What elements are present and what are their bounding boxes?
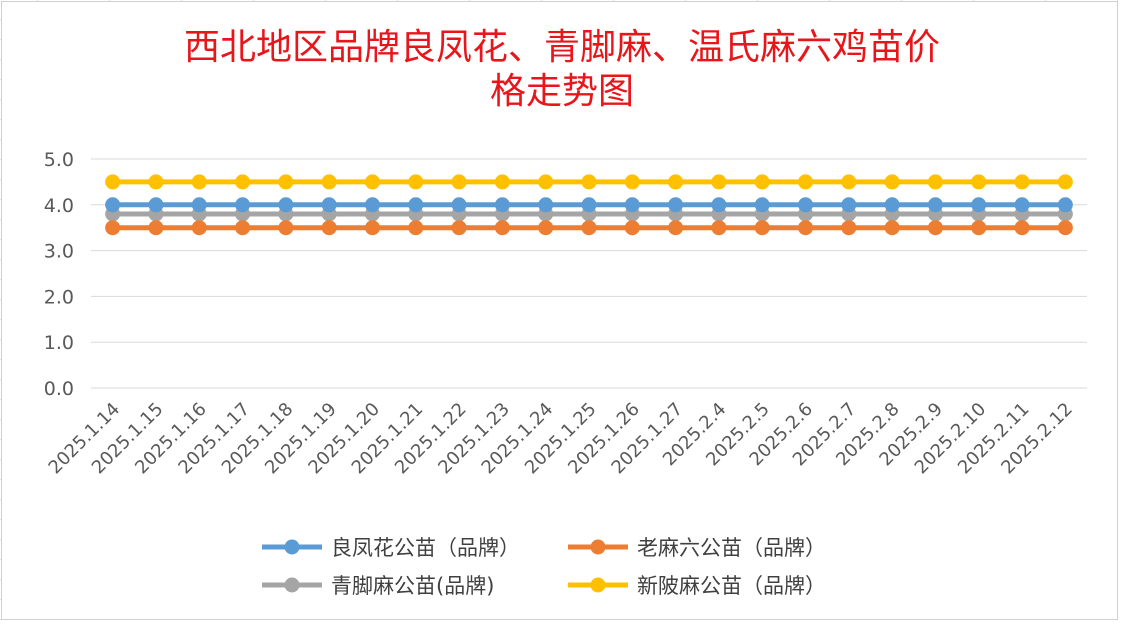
- data-point: [1057, 174, 1073, 190]
- data-point: [105, 197, 121, 213]
- data-point: [235, 174, 251, 190]
- data-point: [711, 220, 727, 236]
- data-point: [278, 174, 294, 190]
- y-tick-label: 3.0: [44, 241, 74, 263]
- data-point: [927, 197, 943, 213]
- data-point: [1014, 197, 1030, 213]
- data-point: [581, 197, 597, 213]
- legend-marker: [284, 539, 300, 555]
- data-point: [278, 220, 294, 236]
- data-point: [754, 197, 770, 213]
- legend-marker: [284, 577, 300, 593]
- data-point: [971, 220, 987, 236]
- data-point: [884, 220, 900, 236]
- data-point: [364, 220, 380, 236]
- data-point: [754, 220, 770, 236]
- data-point: [1014, 220, 1030, 236]
- data-point: [971, 197, 987, 213]
- data-point: [494, 174, 510, 190]
- data-point: [1057, 197, 1073, 213]
- data-point: [581, 220, 597, 236]
- data-point: [841, 220, 857, 236]
- data-point: [494, 197, 510, 213]
- data-point: [105, 174, 121, 190]
- data-point: [668, 197, 684, 213]
- data-point: [191, 174, 207, 190]
- data-point: [538, 220, 554, 236]
- legend-marker: [590, 577, 606, 593]
- data-point: [581, 174, 597, 190]
- legend-label: 老麻六公苗（品牌）: [637, 536, 826, 560]
- chart-title-line-1: 西北地区品牌良凤花、青脚麻、温氏麻六鸡苗价: [183, 27, 940, 68]
- data-point: [235, 197, 251, 213]
- data-point: [451, 197, 467, 213]
- data-point: [321, 174, 337, 190]
- data-point: [451, 220, 467, 236]
- data-point: [148, 220, 164, 236]
- data-point: [494, 220, 510, 236]
- chart-title: 西北地区品牌良凤花、青脚麻、温氏麻六鸡苗价 格走势图: [62, 26, 1062, 114]
- data-point: [408, 174, 424, 190]
- data-point: [235, 220, 251, 236]
- data-point: [711, 174, 727, 190]
- data-point: [798, 174, 814, 190]
- data-point: [451, 174, 467, 190]
- data-point: [538, 197, 554, 213]
- data-point: [668, 174, 684, 190]
- data-point: [321, 220, 337, 236]
- data-point: [278, 197, 294, 213]
- data-point: [1057, 220, 1073, 236]
- data-point: [408, 197, 424, 213]
- data-point: [927, 220, 943, 236]
- data-point: [884, 197, 900, 213]
- data-point: [191, 220, 207, 236]
- data-point: [841, 197, 857, 213]
- data-point: [364, 197, 380, 213]
- data-point: [321, 197, 337, 213]
- data-point: [624, 220, 640, 236]
- legend-marker: [590, 539, 606, 555]
- data-point: [971, 174, 987, 190]
- legend-label: 青脚麻公苗(品牌): [331, 574, 494, 598]
- data-point: [754, 174, 770, 190]
- data-point: [884, 174, 900, 190]
- legend-label: 新陂麻公苗（品牌）: [637, 574, 826, 598]
- data-point: [798, 197, 814, 213]
- y-tick-label: 4.0: [44, 195, 74, 217]
- data-point: [148, 174, 164, 190]
- y-tick-label: 2.0: [44, 286, 74, 308]
- data-point: [711, 197, 727, 213]
- chart-title-line-2: 格走势图: [489, 71, 634, 112]
- data-point: [624, 174, 640, 190]
- data-point: [148, 197, 164, 213]
- data-point: [624, 197, 640, 213]
- data-point: [1014, 174, 1030, 190]
- data-point: [927, 174, 943, 190]
- y-tick-label: 1.0: [44, 332, 74, 354]
- data-point: [538, 174, 554, 190]
- y-tick-label: 0.0: [44, 378, 74, 400]
- data-point: [798, 220, 814, 236]
- legend-label: 良凤花公苗（品牌）: [331, 536, 520, 560]
- data-point: [105, 220, 121, 236]
- chart-area[interactable]: 西北地区品牌良凤花、青脚麻、温氏麻六鸡苗价 格走势图: [1, 1, 1118, 620]
- data-point: [668, 220, 684, 236]
- data-point: [408, 220, 424, 236]
- data-point: [841, 174, 857, 190]
- y-tick-label: 5.0: [44, 149, 74, 171]
- data-point: [191, 197, 207, 213]
- data-point: [364, 174, 380, 190]
